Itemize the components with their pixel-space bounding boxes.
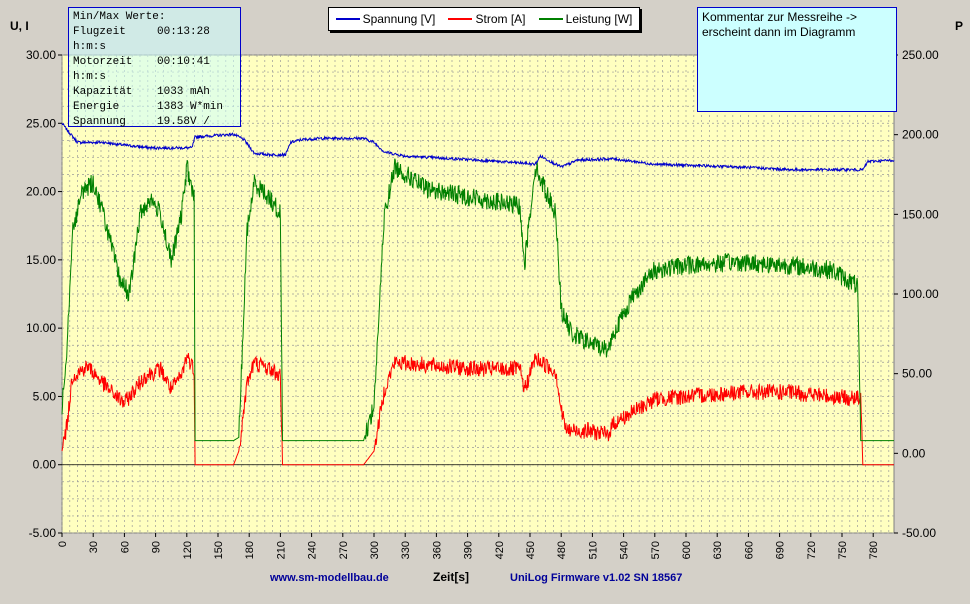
x-tick-label: 120 — [182, 541, 194, 559]
x-tick-label: 390 — [463, 541, 475, 559]
y-right-tick-label: 50.00 — [902, 367, 932, 381]
minmax-value: 00:10:41 — [157, 56, 210, 68]
x-tick-label: 330 — [400, 541, 412, 559]
x-tick-label: 690 — [775, 541, 787, 559]
y-left-tick-label: 30.00 — [26, 48, 56, 62]
x-tick-label: 270 — [338, 541, 350, 559]
minmax-box: Min/Max Werte: Flugzeit 00:13:28 h:m:s Moto… — [68, 7, 241, 130]
x-tick-label: 720 — [806, 541, 818, 559]
minmax-key: Motorzeit — [73, 56, 133, 68]
x-tick-label: 300 — [369, 541, 381, 559]
series-line — [61, 352, 894, 466]
x-axis-label: Zeit[s] — [433, 570, 469, 584]
x-tick-label: 360 — [431, 541, 443, 559]
legend-item-strom: Strom [A] — [448, 12, 526, 26]
x-tick-label: 420 — [494, 541, 506, 559]
y-right-axis-label: P — [955, 19, 964, 33]
minmax-row: Spannung 19.58V / — [73, 115, 236, 130]
footer-firmware: UniLog Firmware v1.02 SN 18567 — [510, 572, 683, 584]
minmax-row: h:m:s — [73, 70, 236, 85]
legend-item-leistung: Leistung [W] — [538, 12, 632, 26]
x-tick-label: 660 — [743, 541, 755, 559]
x-tick-label: 150 — [213, 541, 225, 559]
x-tick-label: 480 — [556, 541, 568, 559]
minmax-value: 19.58V / — [157, 116, 210, 128]
y-left-tick-label: 25.00 — [26, 116, 56, 130]
x-tick-label: 750 — [837, 541, 849, 559]
x-tick-label: 240 — [307, 541, 319, 559]
x-tick-label: 90 — [151, 541, 163, 553]
minmax-key: Flugzeit — [73, 26, 126, 38]
legend-item-spannung: Spannung [V] — [335, 12, 435, 26]
x-tick-label: 510 — [587, 541, 599, 559]
x-tick-label: 30 — [88, 541, 100, 553]
minmax-key: Kapazität — [73, 86, 133, 98]
y-right-tick-label: 200.00 — [902, 128, 939, 142]
x-tick-label: 180 — [244, 541, 256, 559]
y-left-tick-label: -5.00 — [29, 526, 57, 540]
minmax-row: Kapazität 1033 mAh — [73, 85, 236, 100]
y-right-tick-label: 100.00 — [902, 287, 939, 301]
minmax-key: h:m:s — [73, 71, 107, 83]
y-left-tick-label: 20.00 — [26, 185, 56, 199]
series-line — [61, 122, 895, 173]
y-right-tick-label: 150.00 — [902, 207, 939, 221]
minmax-value: 1383 W*min — [157, 101, 224, 113]
y-right-tick-label: -50.00 — [902, 526, 936, 540]
minmax-row: h:m:s — [73, 40, 236, 55]
minmax-value: 1033 mAh — [157, 86, 210, 98]
comment-box: Kommentar zur Messreihe -> erscheint dan… — [697, 7, 897, 112]
minmax-key: Energie — [73, 101, 120, 113]
minmax-row: Energie 1383 W*min — [73, 100, 236, 115]
series-line — [61, 158, 894, 442]
y-left-tick-label: 5.00 — [33, 389, 57, 403]
y-left-tick-label: 0.00 — [33, 458, 57, 472]
y-right-tick-label: 0.00 — [902, 446, 926, 460]
y-right-tick-label: 250.00 — [902, 48, 939, 62]
x-tick-label: 600 — [681, 541, 693, 559]
footer-website: www.sm-modellbau.de — [270, 572, 389, 584]
x-tick-label: 780 — [868, 541, 880, 559]
x-tick-label: 630 — [712, 541, 724, 559]
minmax-row: Motorzeit 00:10:41 — [73, 55, 236, 70]
y-left-tick-label: 10.00 — [26, 321, 56, 335]
minmax-key: h:m:s — [73, 41, 107, 53]
minmax-row: Flugzeit 00:13:28 — [73, 25, 236, 40]
x-tick-label: 60 — [119, 541, 131, 553]
legend: Spannung [V] Strom [A] Leistung [W] — [328, 7, 640, 31]
minmax-value: 00:13:28 — [157, 26, 210, 38]
minmax-title: Min/Max Werte: — [73, 11, 166, 23]
x-tick-label: 540 — [619, 541, 631, 559]
x-tick-label: 0 — [57, 541, 69, 547]
y-left-axis-label: U, I — [10, 19, 29, 33]
minmax-key: Spannung — [73, 116, 126, 128]
y-left-tick-label: 15.00 — [26, 253, 56, 267]
x-tick-label: 450 — [525, 541, 537, 559]
x-tick-label: 210 — [275, 541, 287, 559]
x-tick-label: 570 — [650, 541, 662, 559]
